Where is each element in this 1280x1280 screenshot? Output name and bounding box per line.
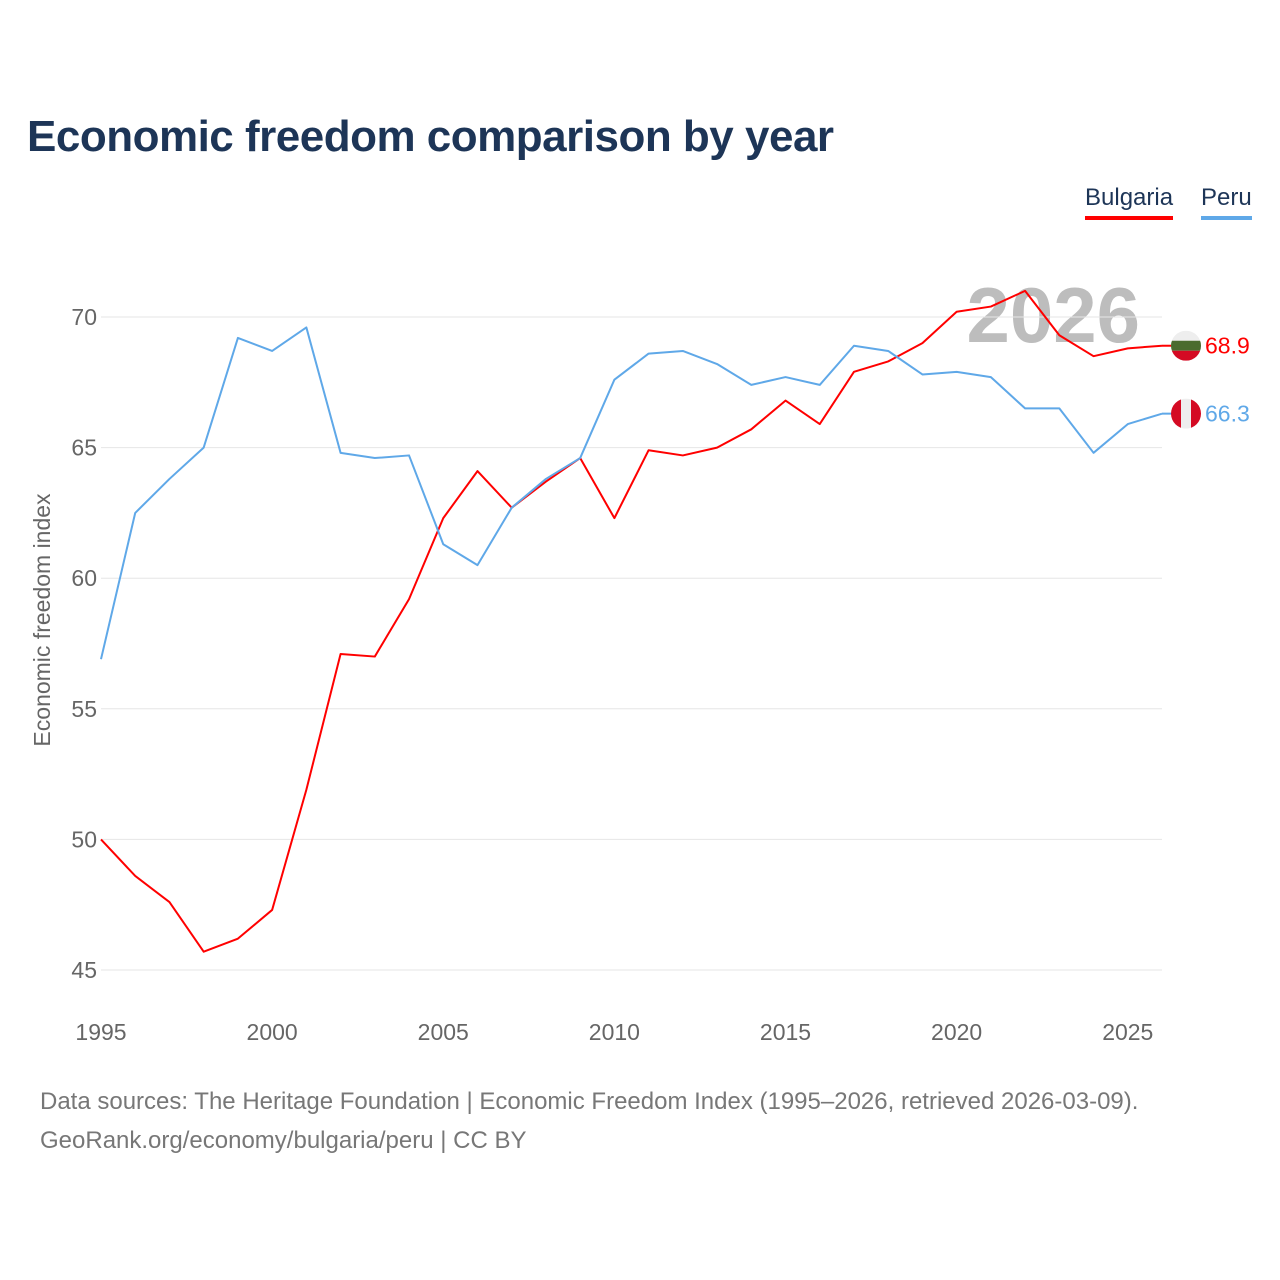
series-line-peru xyxy=(100,326,1163,660)
year-watermark: 2026 xyxy=(966,271,1140,359)
x-tick-label: 2015 xyxy=(760,1019,811,1045)
series-line-bulgaria xyxy=(100,289,1163,953)
legend-item-peru[interactable]: Peru xyxy=(1201,184,1252,220)
end-value-label-bulgaria: 68.9 xyxy=(1205,333,1250,359)
chart-title: Economic freedom comparison by year xyxy=(27,112,834,161)
x-tick-label: 2000 xyxy=(247,1019,298,1045)
flag-peru-icon xyxy=(1171,398,1201,429)
y-tick-label: 55 xyxy=(71,696,97,722)
end-value-label-peru: 66.3 xyxy=(1205,401,1250,427)
source-text: Data sources: The Heritage Foundation | … xyxy=(40,1088,1139,1115)
flag-bulgaria-icon xyxy=(1171,330,1201,361)
y-tick-label: 65 xyxy=(71,435,97,461)
x-tick-label: 2025 xyxy=(1102,1019,1153,1045)
y-tick-label: 60 xyxy=(71,565,97,591)
x-tick-label: 2010 xyxy=(589,1019,640,1045)
y-tick-label: 50 xyxy=(71,826,97,852)
x-tick-label: 2005 xyxy=(418,1019,469,1045)
credit-text[interactable]: GeoRank.org/economy/bulgaria/peru | CC B… xyxy=(40,1127,527,1154)
y-axis-label: Economic freedom index xyxy=(29,493,55,747)
x-tick-label: 2020 xyxy=(931,1019,982,1045)
legend-item-bulgaria[interactable]: Bulgaria xyxy=(1085,184,1174,220)
y-tick-label: 45 xyxy=(71,957,97,983)
x-tick-label: 1995 xyxy=(75,1019,126,1045)
y-tick-label: 70 xyxy=(71,304,97,330)
plot-area: 2026 45 50 55 60 65 70 1995 2000 2005 2010 2015 2020… xyxy=(29,271,1250,1045)
